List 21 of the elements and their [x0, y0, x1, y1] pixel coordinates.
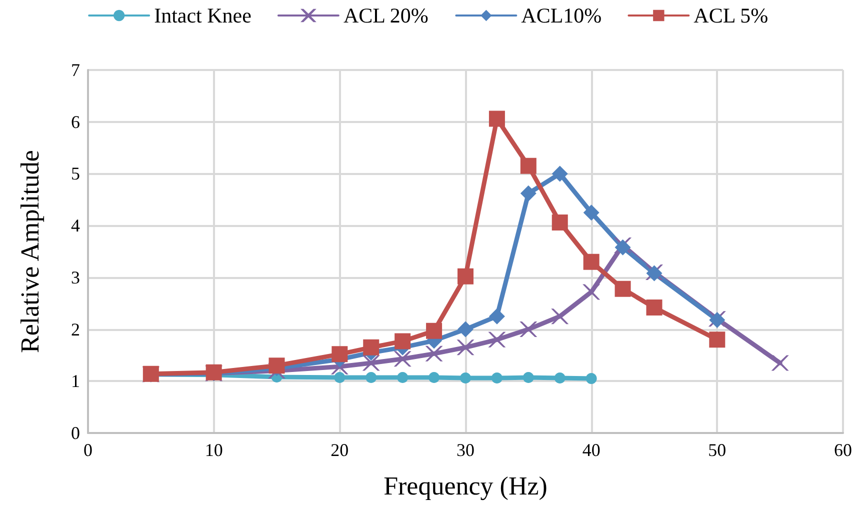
x-tick-label: 50: [708, 440, 726, 460]
y-tick-label: 7: [71, 60, 80, 80]
x-tick-label: 20: [330, 440, 349, 460]
x-tick-label: 60: [834, 440, 852, 460]
x-tick-label: 10: [204, 440, 223, 460]
legend-label: ACL 5%: [694, 4, 768, 28]
x-tick-label: 40: [582, 440, 600, 460]
y-tick-label: 2: [71, 319, 80, 340]
y-tick-label: 3: [71, 267, 80, 288]
y-tick-label: 1: [71, 371, 80, 392]
x-tick-label: 30: [456, 440, 474, 460]
y-tick-label: 0: [71, 423, 80, 443]
legend-label: ACL10%: [521, 4, 602, 28]
y-tick-label: 6: [71, 112, 80, 132]
y-tick-label: 5: [71, 164, 80, 184]
legend-label: ACL 20%: [343, 4, 428, 28]
x-tick-label: 0: [84, 440, 92, 460]
x-axis-title: Frequency (Hz): [384, 472, 548, 500]
legend-label: Intact Knee: [154, 4, 252, 28]
y-tick-label: 4: [71, 216, 80, 236]
y-axis-title: Relative Amplitude: [16, 150, 44, 353]
